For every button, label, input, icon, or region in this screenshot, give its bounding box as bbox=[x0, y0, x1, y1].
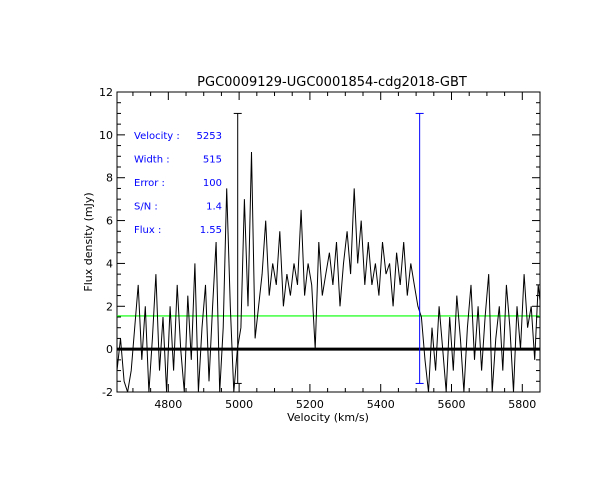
annotation-label: Width : bbox=[134, 155, 170, 166]
x-tick-label: 5200 bbox=[296, 398, 324, 411]
y-tick-label: 2 bbox=[106, 300, 113, 313]
y-axis-label: Flux density (mJy) bbox=[82, 192, 95, 291]
annotation-value: 5253 bbox=[197, 131, 222, 142]
y-tick-label: 0 bbox=[106, 343, 113, 356]
plot-area bbox=[117, 151, 540, 392]
x-axis-label: Velocity (km/s) bbox=[287, 411, 369, 424]
y-tick-label: 10 bbox=[99, 129, 113, 142]
spectrum-line bbox=[117, 151, 540, 392]
x-tick-label: 4800 bbox=[154, 398, 182, 411]
annotation-value: 100 bbox=[203, 178, 222, 189]
x-tick-label: 5000 bbox=[225, 398, 253, 411]
x-tick-label: 5800 bbox=[508, 398, 536, 411]
y-tick-label: 4 bbox=[106, 257, 113, 270]
annotation-value: 515 bbox=[203, 155, 222, 166]
annotation-label: Error : bbox=[134, 178, 165, 189]
y-tick-label: 12 bbox=[99, 86, 113, 99]
y-tick-label: -2 bbox=[102, 386, 113, 399]
annotation-value: 1.4 bbox=[206, 202, 222, 213]
x-tick-label: 5400 bbox=[367, 398, 395, 411]
x-tick-label: 5600 bbox=[438, 398, 466, 411]
chart-title: PGC0009129-UGC0001854-cdg2018-GBT bbox=[197, 75, 467, 90]
annotation-label: S/N : bbox=[134, 202, 158, 213]
y-tick-label: 6 bbox=[106, 215, 113, 228]
annotation-label: Flux : bbox=[134, 225, 161, 236]
annotation-value: 1.55 bbox=[200, 225, 222, 236]
y-tick-label: 8 bbox=[106, 172, 113, 185]
annotation-label: Velocity : bbox=[134, 131, 180, 142]
